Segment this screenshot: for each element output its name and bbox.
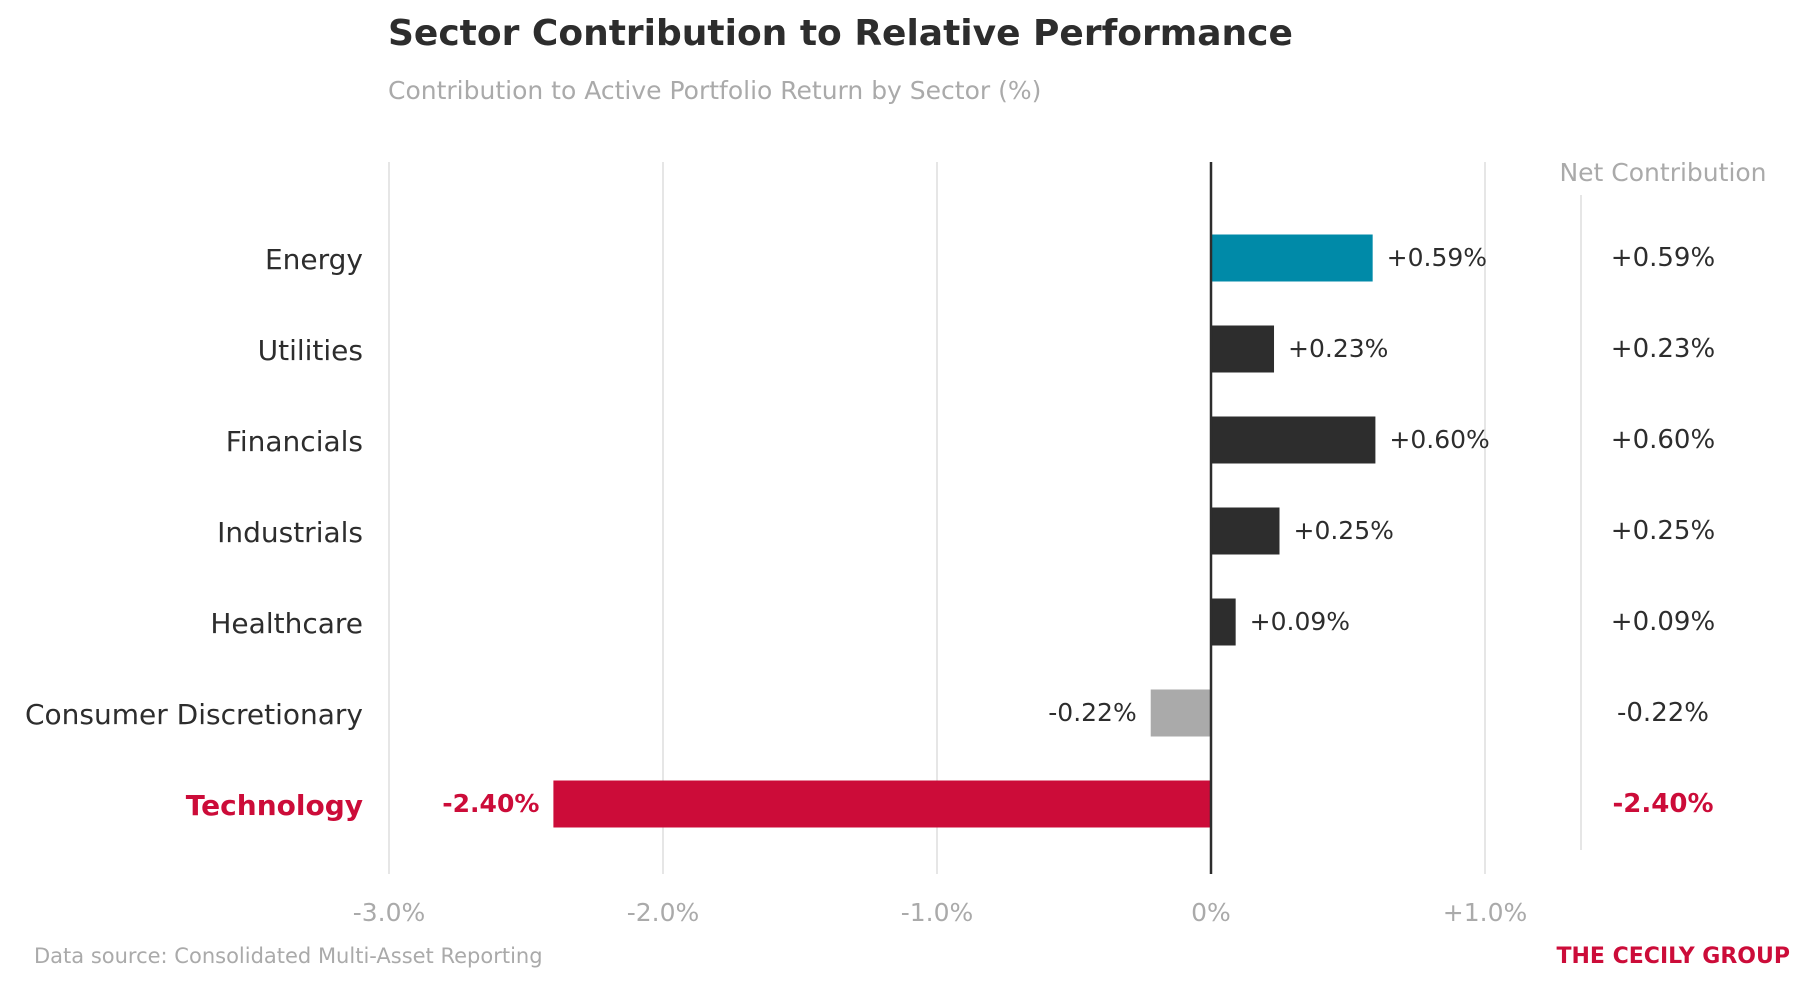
bar-value-label: +0.25%	[1294, 516, 1394, 545]
bar	[1211, 234, 1373, 282]
category-label: Industrials	[217, 516, 363, 549]
x-tick-label: -2.0%	[627, 898, 700, 927]
category-label: Energy	[265, 243, 363, 276]
chart-subtitle: Contribution to Active Portfolio Return …	[388, 76, 1041, 105]
gridlines	[388, 162, 1486, 874]
bar-value-label: +0.60%	[1389, 425, 1489, 454]
net-contribution-value: +0.23%	[1611, 334, 1715, 364]
bar	[1211, 416, 1376, 464]
net-contribution-column: +0.59% +0.23% +0.60% +0.25% +0.09% -0.22% -2.4…	[1580, 195, 1715, 850]
category-label: Healthcare	[210, 607, 363, 640]
x-tick-label: -1.0%	[901, 898, 974, 927]
bar	[1150, 689, 1211, 737]
brand-logo-text: THE CECILY GROUP	[1557, 944, 1790, 969]
bar-value-label: +0.09%	[1250, 607, 1350, 636]
data-source-note: Data source: Consolidated Multi-Asset Re…	[34, 944, 543, 968]
x-tick-label: +1.0%	[1443, 898, 1527, 927]
bar-value-label: +0.59%	[1387, 243, 1487, 272]
x-axis: -3.0% -2.0% -1.0% 0% +1.0%	[353, 162, 1527, 927]
bar	[1211, 325, 1275, 373]
bar-value-label: +0.23%	[1288, 334, 1388, 363]
net-contribution-value: +0.25%	[1611, 516, 1715, 546]
net-contribution-value: +0.60%	[1611, 425, 1715, 455]
x-tick-label: 0%	[1191, 898, 1231, 927]
bars: +0.59% +0.23% +0.60% +0.25% +0.09% -0.22% -2.4…	[442, 234, 1490, 828]
x-tick-label: -3.0%	[353, 898, 426, 927]
net-contribution-header: Net Contribution	[1559, 158, 1766, 187]
net-contribution-value: -2.40%	[1613, 789, 1714, 819]
net-contribution-value: -0.22%	[1617, 698, 1709, 728]
net-contribution-value: +0.59%	[1611, 243, 1715, 273]
chart-title: Sector Contribution to Relative Performa…	[388, 13, 1293, 54]
category-label: Financials	[226, 425, 363, 458]
bar	[1211, 598, 1236, 646]
category-label: Technology	[186, 789, 363, 822]
net-contribution-value: +0.09%	[1611, 607, 1715, 637]
category-label: Utilities	[258, 334, 363, 367]
bar-value-label: -2.40%	[442, 789, 539, 818]
bar-value-label: -0.22%	[1048, 698, 1136, 727]
category-labels: Energy Utilities Financials Industrials Heal…	[25, 243, 363, 822]
category-label: Consumer Discretionary	[25, 698, 363, 731]
bar	[1211, 507, 1280, 555]
bar	[553, 780, 1211, 828]
